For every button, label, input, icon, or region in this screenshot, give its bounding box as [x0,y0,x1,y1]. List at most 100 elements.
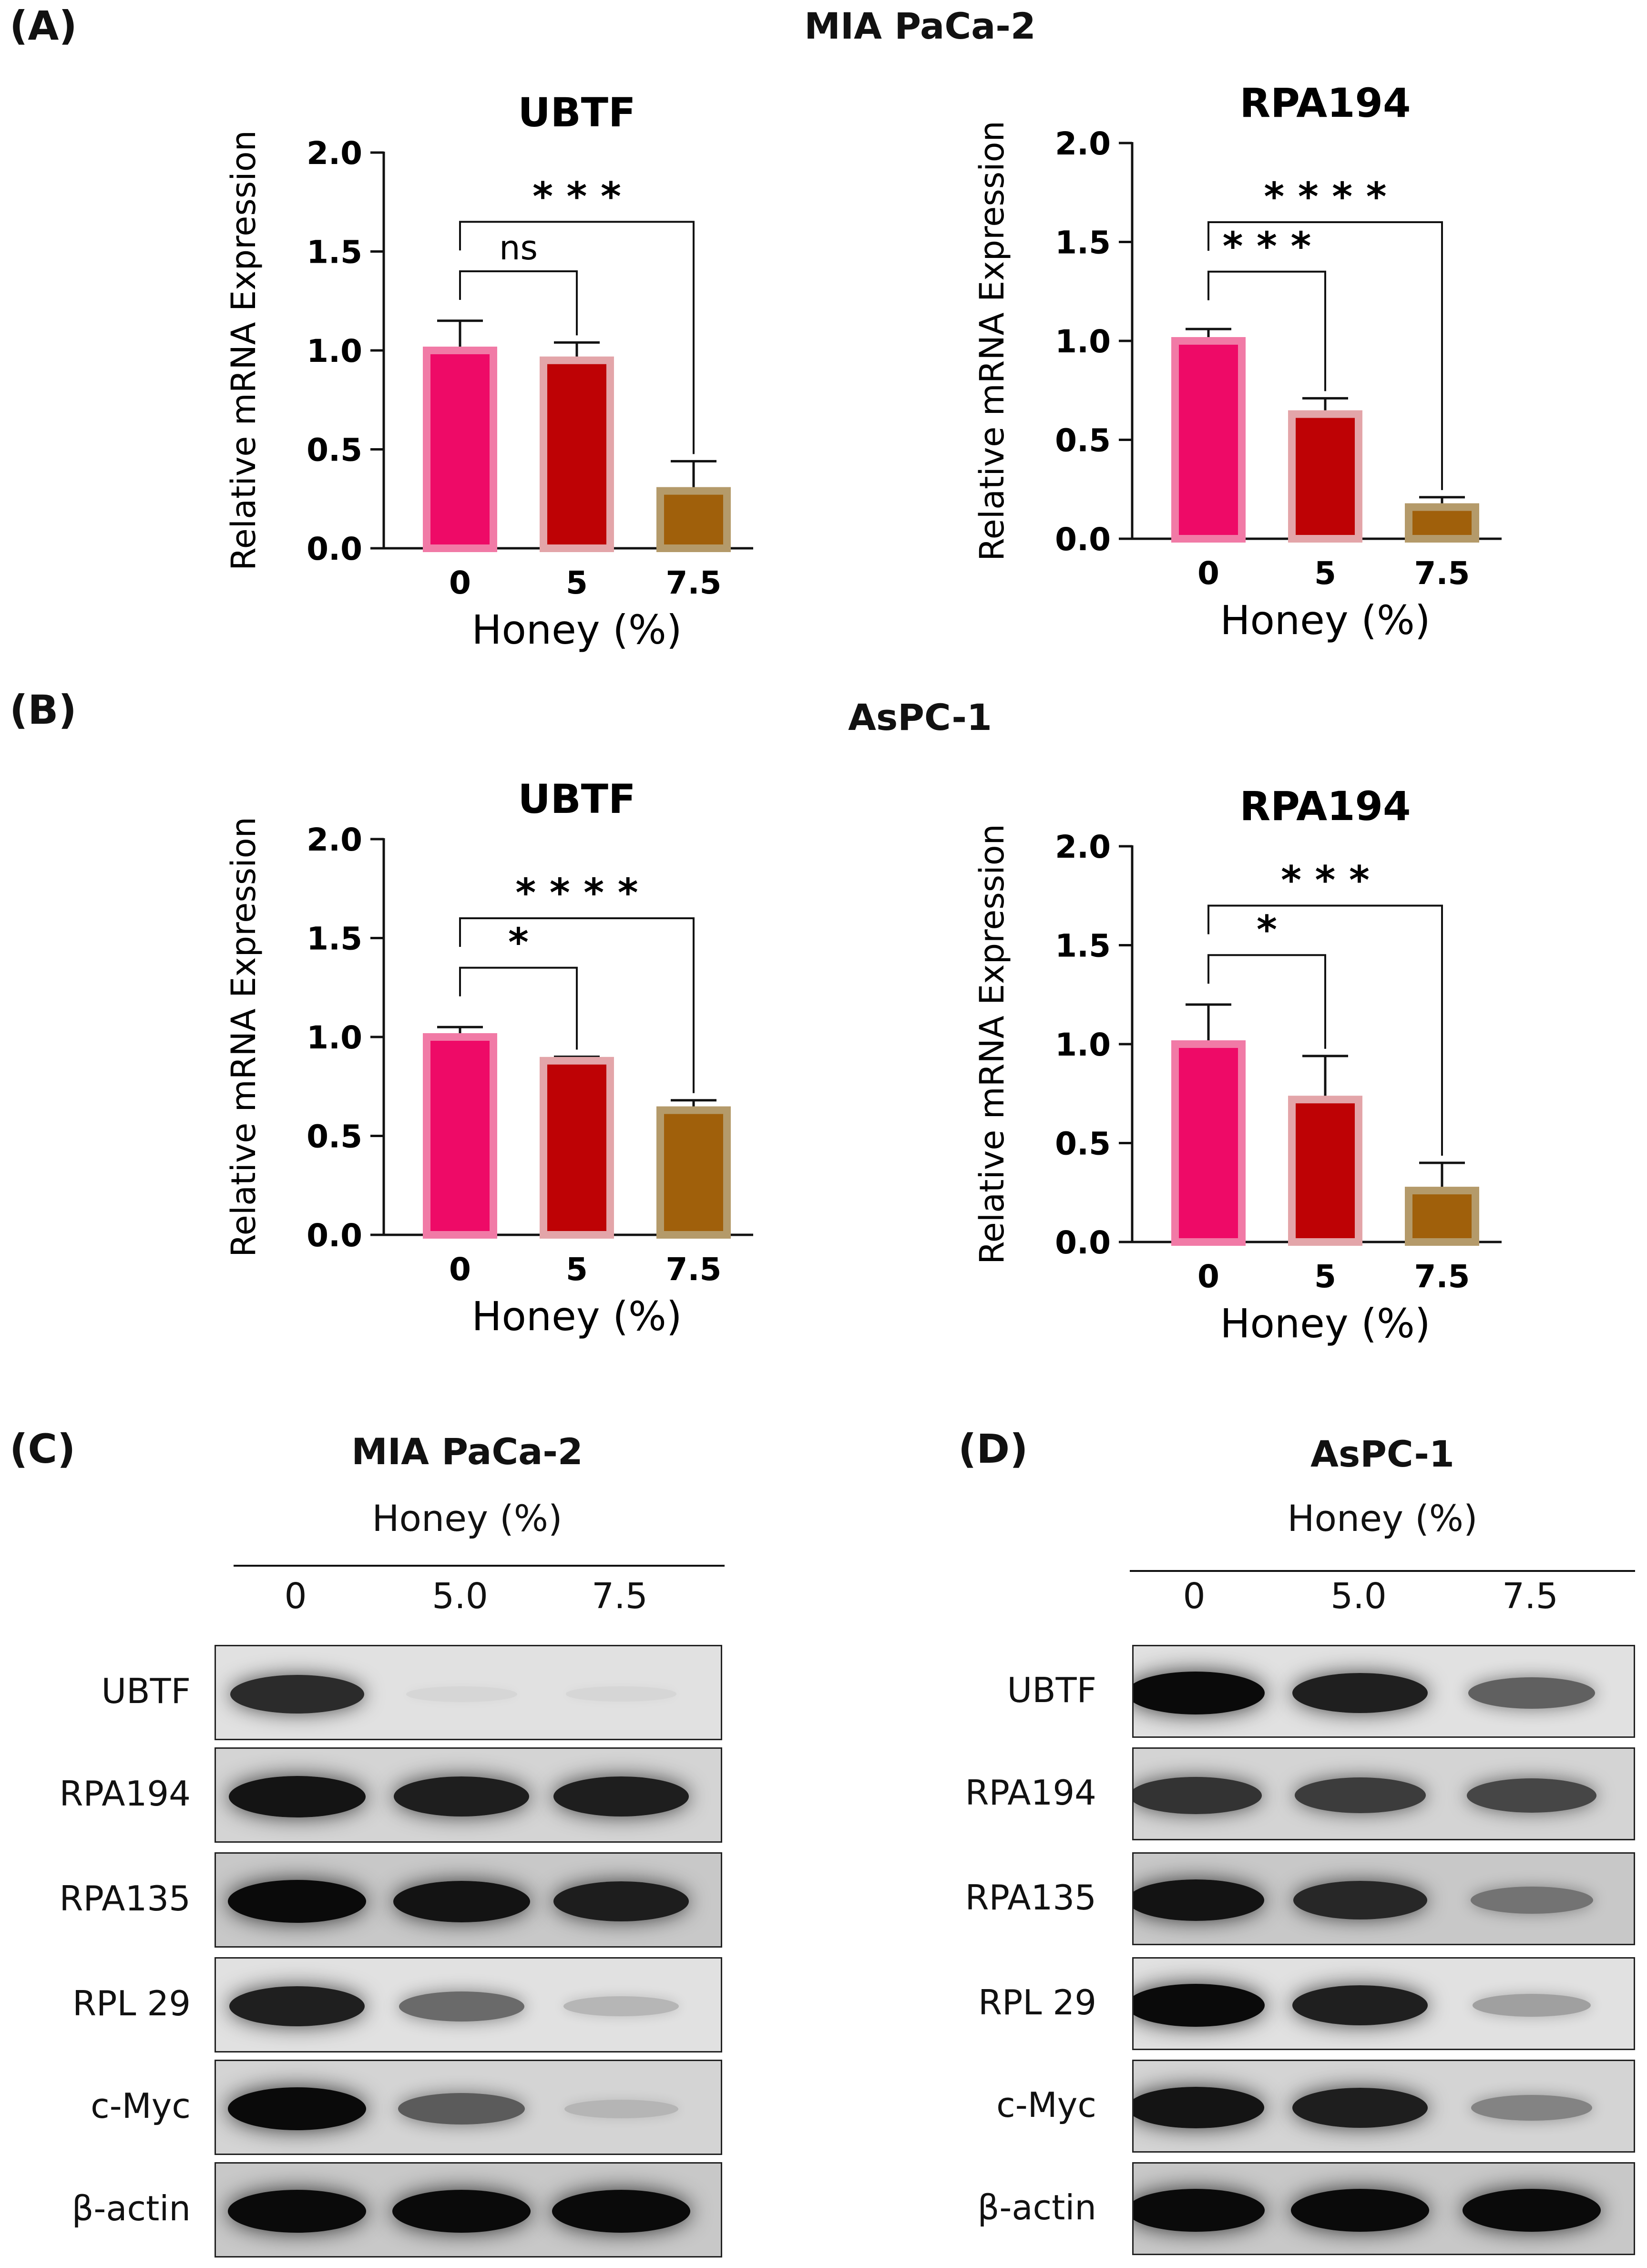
y-axis-label: Relative mRNA Expression [224,130,263,571]
y-tick-label: 0.0 [307,531,362,567]
bar [1288,410,1362,543]
blot-strip [215,1957,722,2052]
y-axis-label: Relative mRNA Expression [972,824,1012,1264]
blot-band [1463,2188,1601,2232]
blot-band [553,1776,689,1816]
blot-strip [215,1747,722,1843]
blot-d-honey-label: Honey (%) [1287,1497,1478,1539]
x-axis-label: Honey (%) [471,606,682,653]
blot-row-label: RPA135 [59,1878,191,1919]
blot-strip [1132,1645,1635,1738]
blot-row-label: RPL 29 [978,1982,1096,2022]
x-axis-label: Honey (%) [1220,597,1430,644]
blot-row-label: RPA194 [59,1774,191,1814]
chart-b-ubtf: UBTF Relative mRNA Expression 0.0 0.5 1.0 1.5… [224,776,753,1340]
y-axis-label: Relative mRNA Expression [224,817,263,1257]
chart-title: RPA194 [1240,80,1411,126]
y-tick-label: 1.0 [307,1019,362,1056]
significance-bracket [1207,904,1443,1156]
bar [1405,503,1479,543]
significance-bracket [1207,270,1326,391]
lane-label: 5.0 [432,1576,488,1617]
lane-label: 7.5 [1502,1576,1558,1617]
chart-title: UBTF [518,89,636,136]
blot-band [228,2087,366,2130]
section-title-a: MIA PaCa-2 [804,5,1036,47]
x-tick-label: 7.5 [1414,1258,1470,1295]
lane-label: 5.0 [1330,1576,1387,1617]
blot-band [1292,1985,1428,2025]
bar [1171,1040,1246,1246]
blot-row-label: UBTF [1007,1670,1097,1710]
y-tick-label: 0.5 [307,432,362,469]
blot-band [399,1991,524,2022]
blot-band [1292,1673,1428,1713]
bar [540,356,614,552]
blot-d-title: AsPC-1 [1310,1433,1454,1475]
y-tick-label: 1.5 [307,921,362,957]
blot-row-label: RPA194 [965,1772,1096,1813]
significance-bracket [459,221,695,454]
blot-row-label: β-actin [72,2188,191,2228]
panel-label-d: (D) [958,1426,1028,1472]
x-tick-label: 7.5 [666,564,722,601]
blot-band [228,1775,366,1817]
lane-label: 7.5 [592,1576,648,1617]
chart-title: RPA194 [1240,783,1411,830]
blot-band [392,2190,531,2233]
blot-band [398,2093,525,2124]
blot-c-rule [234,1565,725,1567]
bar [1171,337,1246,543]
y-tick-label: 2.0 [1055,125,1111,162]
x-tick-label: 0 [449,564,471,601]
x-tick-label: 0 [1197,555,1219,592]
significance-bracket [1207,954,1326,1049]
bar [1288,1096,1362,1246]
blot-strip [1132,1852,1635,1945]
blot-c-honey-label: Honey (%) [372,1497,563,1539]
x-tick-label: 0 [1197,1258,1219,1295]
chart-b-rpa194: RPA194 Relative mRNA Expression 0.0 0.5 1.0 1… [972,783,1502,1347]
significance-bracket [1207,221,1443,490]
y-tick-label: 1.0 [307,333,362,369]
significance-label: * * * [532,174,621,219]
significance-bracket [459,270,578,336]
bar [1405,1187,1479,1246]
blot-row-label: UBTF [101,1671,191,1711]
bar [656,1106,731,1239]
bar [423,1033,497,1239]
blot-band [1293,1881,1427,1919]
bar [656,487,731,553]
blot-row-label: β-actin [977,2187,1096,2227]
lane-label: 0 [284,1576,307,1617]
chart-title: UBTF [518,776,636,822]
blot-strip [1132,2060,1635,2153]
y-tick-label: 1.0 [1055,1026,1111,1063]
blot-band [229,1986,365,2026]
x-tick-label: 5 [566,1251,588,1288]
blot-band [228,2190,366,2233]
chart-a-rpa194: RPA194 Relative mRNA Expression 0.0 0.5 1.0 1… [972,80,1502,644]
blot-band [1134,1776,1262,1814]
significance-bracket [459,966,578,1050]
blot-band [406,1686,517,1702]
x-tick-label: 5 [1314,1258,1336,1295]
x-tick-label: 7.5 [666,1251,722,1288]
blot-row-label: RPL 29 [72,1983,191,2023]
blot-band [1470,1887,1593,1914]
bar [423,347,497,552]
blot-band [1134,1879,1264,1921]
blot-band [564,2099,678,2118]
section-title-b: AsPC-1 [848,696,992,739]
significance-label: * * * * [515,871,638,916]
significance-label: * * * [1223,224,1311,269]
blot-strip [215,1852,722,1948]
x-tick-label: 0 [449,1251,471,1288]
significance-label: * * * * [1264,174,1386,220]
blot-strip [215,1645,722,1740]
blot-band [1471,2094,1592,2121]
blot-d-rule [1130,1570,1635,1572]
y-tick-label: 0.0 [1055,521,1111,558]
y-axis-label: Relative mRNA Expression [972,121,1012,561]
x-axis-label: Honey (%) [471,1293,682,1340]
